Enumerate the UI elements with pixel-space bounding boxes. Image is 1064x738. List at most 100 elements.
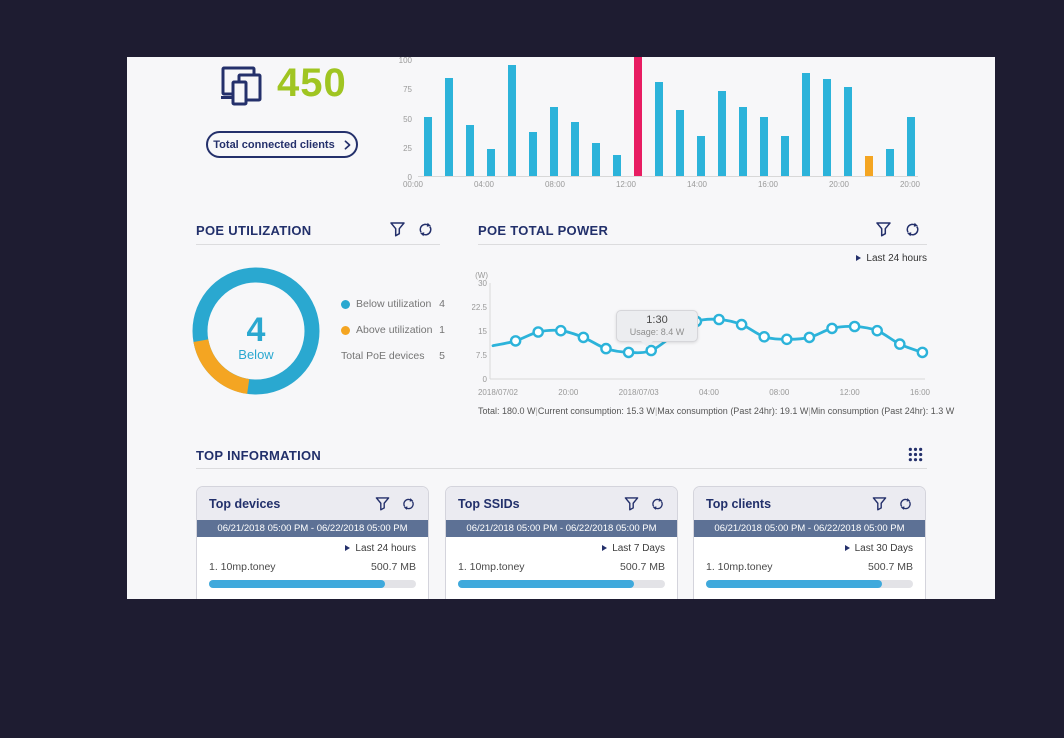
top-devices-card: Top devices 06/21/2018 05:00 PM - 06/22/… xyxy=(196,486,429,599)
donut-center-label: Below xyxy=(238,347,274,362)
data-point-marker xyxy=(826,322,838,335)
card-entry-row: 1. 10mp.toney 500.7 MB xyxy=(209,561,416,574)
data-point-marker xyxy=(509,335,522,347)
y-axis-unit-label: (W) xyxy=(475,271,488,280)
x-axis-tick-label: 08:00 xyxy=(544,180,566,189)
range-label: Last 30 Days xyxy=(854,543,913,554)
stat-separator: | xyxy=(808,406,811,416)
x-axis-tick-label: 2018/07/02 xyxy=(478,388,519,397)
card-date-range: 06/21/2018 05:00 PM - 06/22/2018 05:00 P… xyxy=(197,520,428,537)
filter-icon[interactable] xyxy=(389,221,406,238)
poe-power-stats: Total: 180.0 W | Current consumption: 15… xyxy=(478,406,954,416)
clients-activity-bar-chart: 100 75 50 25 0 00:00 04:00 08:00 12:00 14:00 16:0… xyxy=(397,57,932,199)
x-axis-tick-label: 20:00 xyxy=(828,180,850,189)
bar xyxy=(844,87,852,176)
legend-dot-below xyxy=(341,300,350,309)
x-axis-tick-label: 12:00 xyxy=(615,180,637,189)
card-body: Last 7 Days 1. 10mp.toney 500.7 MB xyxy=(446,537,677,588)
chevron-right-icon xyxy=(344,140,351,150)
card-range-selector[interactable]: Last 30 Days xyxy=(706,542,913,555)
refresh-icon[interactable] xyxy=(898,496,913,512)
y-axis-tick-label: 25 xyxy=(403,143,412,153)
section-divider xyxy=(196,468,927,469)
poe-power-range-selector[interactable]: Last 24 hours xyxy=(727,253,927,264)
card-header: Top SSIDs xyxy=(446,487,677,520)
filter-icon[interactable] xyxy=(872,496,887,512)
entry-value: 500.7 MB xyxy=(868,561,913,573)
bar xyxy=(697,136,705,176)
data-point-marker xyxy=(555,324,567,337)
top-ssids-card: Top SSIDs 06/21/2018 05:00 PM - 06/22/20… xyxy=(445,486,678,599)
filter-icon[interactable] xyxy=(875,221,892,238)
usage-bar-fill xyxy=(209,580,385,588)
stat-total: Total: 180.0 W xyxy=(478,406,536,416)
data-point-marker xyxy=(758,331,771,343)
card-date-range: 06/21/2018 05:00 PM - 06/22/2018 05:00 P… xyxy=(694,520,925,537)
legend-item-below: Below utilization 4 xyxy=(341,297,445,323)
total-connected-clients-button[interactable]: Total connected clients xyxy=(206,131,358,158)
filter-icon[interactable] xyxy=(375,496,390,512)
range-label: Last 24 hours xyxy=(355,543,416,554)
refresh-icon[interactable] xyxy=(650,496,665,512)
poe-total-power-line-chart: (W)30 22.5 15 7.5 0 2018/07/02 20:00 2018/07/03… xyxy=(472,271,931,397)
card-date-range: 06/21/2018 05:00 PM - 06/22/2018 05:00 P… xyxy=(446,520,677,537)
bar xyxy=(718,91,726,176)
y-axis-tick-label: 100 xyxy=(398,57,412,65)
entry-value: 500.7 MB xyxy=(371,561,416,573)
data-point-marker xyxy=(600,342,612,355)
bar xyxy=(655,82,663,176)
top-information-title: TOP INFORMATION xyxy=(196,448,322,463)
entry-value: 500.7 MB xyxy=(620,561,665,573)
total-connected-clients-label: Total connected clients xyxy=(213,138,335,151)
data-point-marker xyxy=(645,344,657,357)
legend-item-total: Total PoE devices 5 xyxy=(341,349,445,375)
x-axis-tick-label: 16:00 xyxy=(910,388,931,397)
refresh-icon[interactable] xyxy=(904,221,921,238)
card-range-selector[interactable]: Last 24 hours xyxy=(209,542,416,555)
data-point-marker xyxy=(532,326,544,338)
card-range-selector[interactable]: Last 7 Days xyxy=(458,542,665,555)
y-axis-tick-label: 0 xyxy=(483,375,488,384)
stat-separator: | xyxy=(535,406,538,416)
card-title: Top SSIDs xyxy=(458,496,520,511)
x-axis-tick-label: 04:00 xyxy=(699,388,720,397)
dashboard-panel: 450 Total connected clients 100 75 50 25 0 0… xyxy=(127,57,995,599)
stat-max: Max consumption (Past 24hr): 19.1 W xyxy=(657,406,809,416)
poe-utilization-legend: Below utilization 4 Above utilization 1 … xyxy=(341,297,445,375)
refresh-icon[interactable] xyxy=(417,221,434,238)
bar xyxy=(487,149,495,176)
usage-bar-fill xyxy=(458,580,634,588)
legend-value: 4 xyxy=(439,298,445,310)
legend-value: 5 xyxy=(439,350,445,362)
grid-layout-icon[interactable] xyxy=(908,447,923,462)
filter-icon[interactable] xyxy=(624,496,639,512)
data-point-marker xyxy=(577,331,590,344)
x-axis-tick-label: 12:00 xyxy=(840,388,861,397)
data-point-marker xyxy=(780,333,793,346)
card-body: Last 30 Days 1. 10mp.toney 500.7 MB xyxy=(694,537,925,588)
data-point-marker xyxy=(848,320,861,333)
x-axis-tick-label: 20:00 xyxy=(558,388,579,397)
bar xyxy=(634,57,642,176)
data-point-marker xyxy=(713,313,725,326)
entry-name: 1. 10mp.toney xyxy=(706,561,773,573)
bar xyxy=(445,78,453,176)
card-body: Last 24 hours 1. 10mp.toney 500.7 MB xyxy=(197,537,428,588)
usage-bar-track xyxy=(458,580,665,588)
legend-dot-above xyxy=(341,326,350,335)
bar xyxy=(907,117,915,176)
usage-bar-fill xyxy=(706,580,882,588)
bar xyxy=(613,155,621,176)
donut-ring-above xyxy=(193,339,250,394)
x-axis-tick-label: 2018/07/03 xyxy=(619,388,660,397)
card-header: Top clients xyxy=(694,487,925,520)
poe-utilization-donut-chart: 4 Below xyxy=(192,267,320,395)
bar xyxy=(676,110,684,176)
bar xyxy=(739,107,747,176)
refresh-icon[interactable] xyxy=(401,496,416,512)
card-title: Top devices xyxy=(209,496,281,511)
x-axis-tick-label: 14:00 xyxy=(686,180,708,189)
triangle-right-icon xyxy=(856,255,862,262)
connected-clients-count: 450 xyxy=(277,61,347,105)
stat-current: Current consumption: 15.3 W xyxy=(537,406,655,416)
